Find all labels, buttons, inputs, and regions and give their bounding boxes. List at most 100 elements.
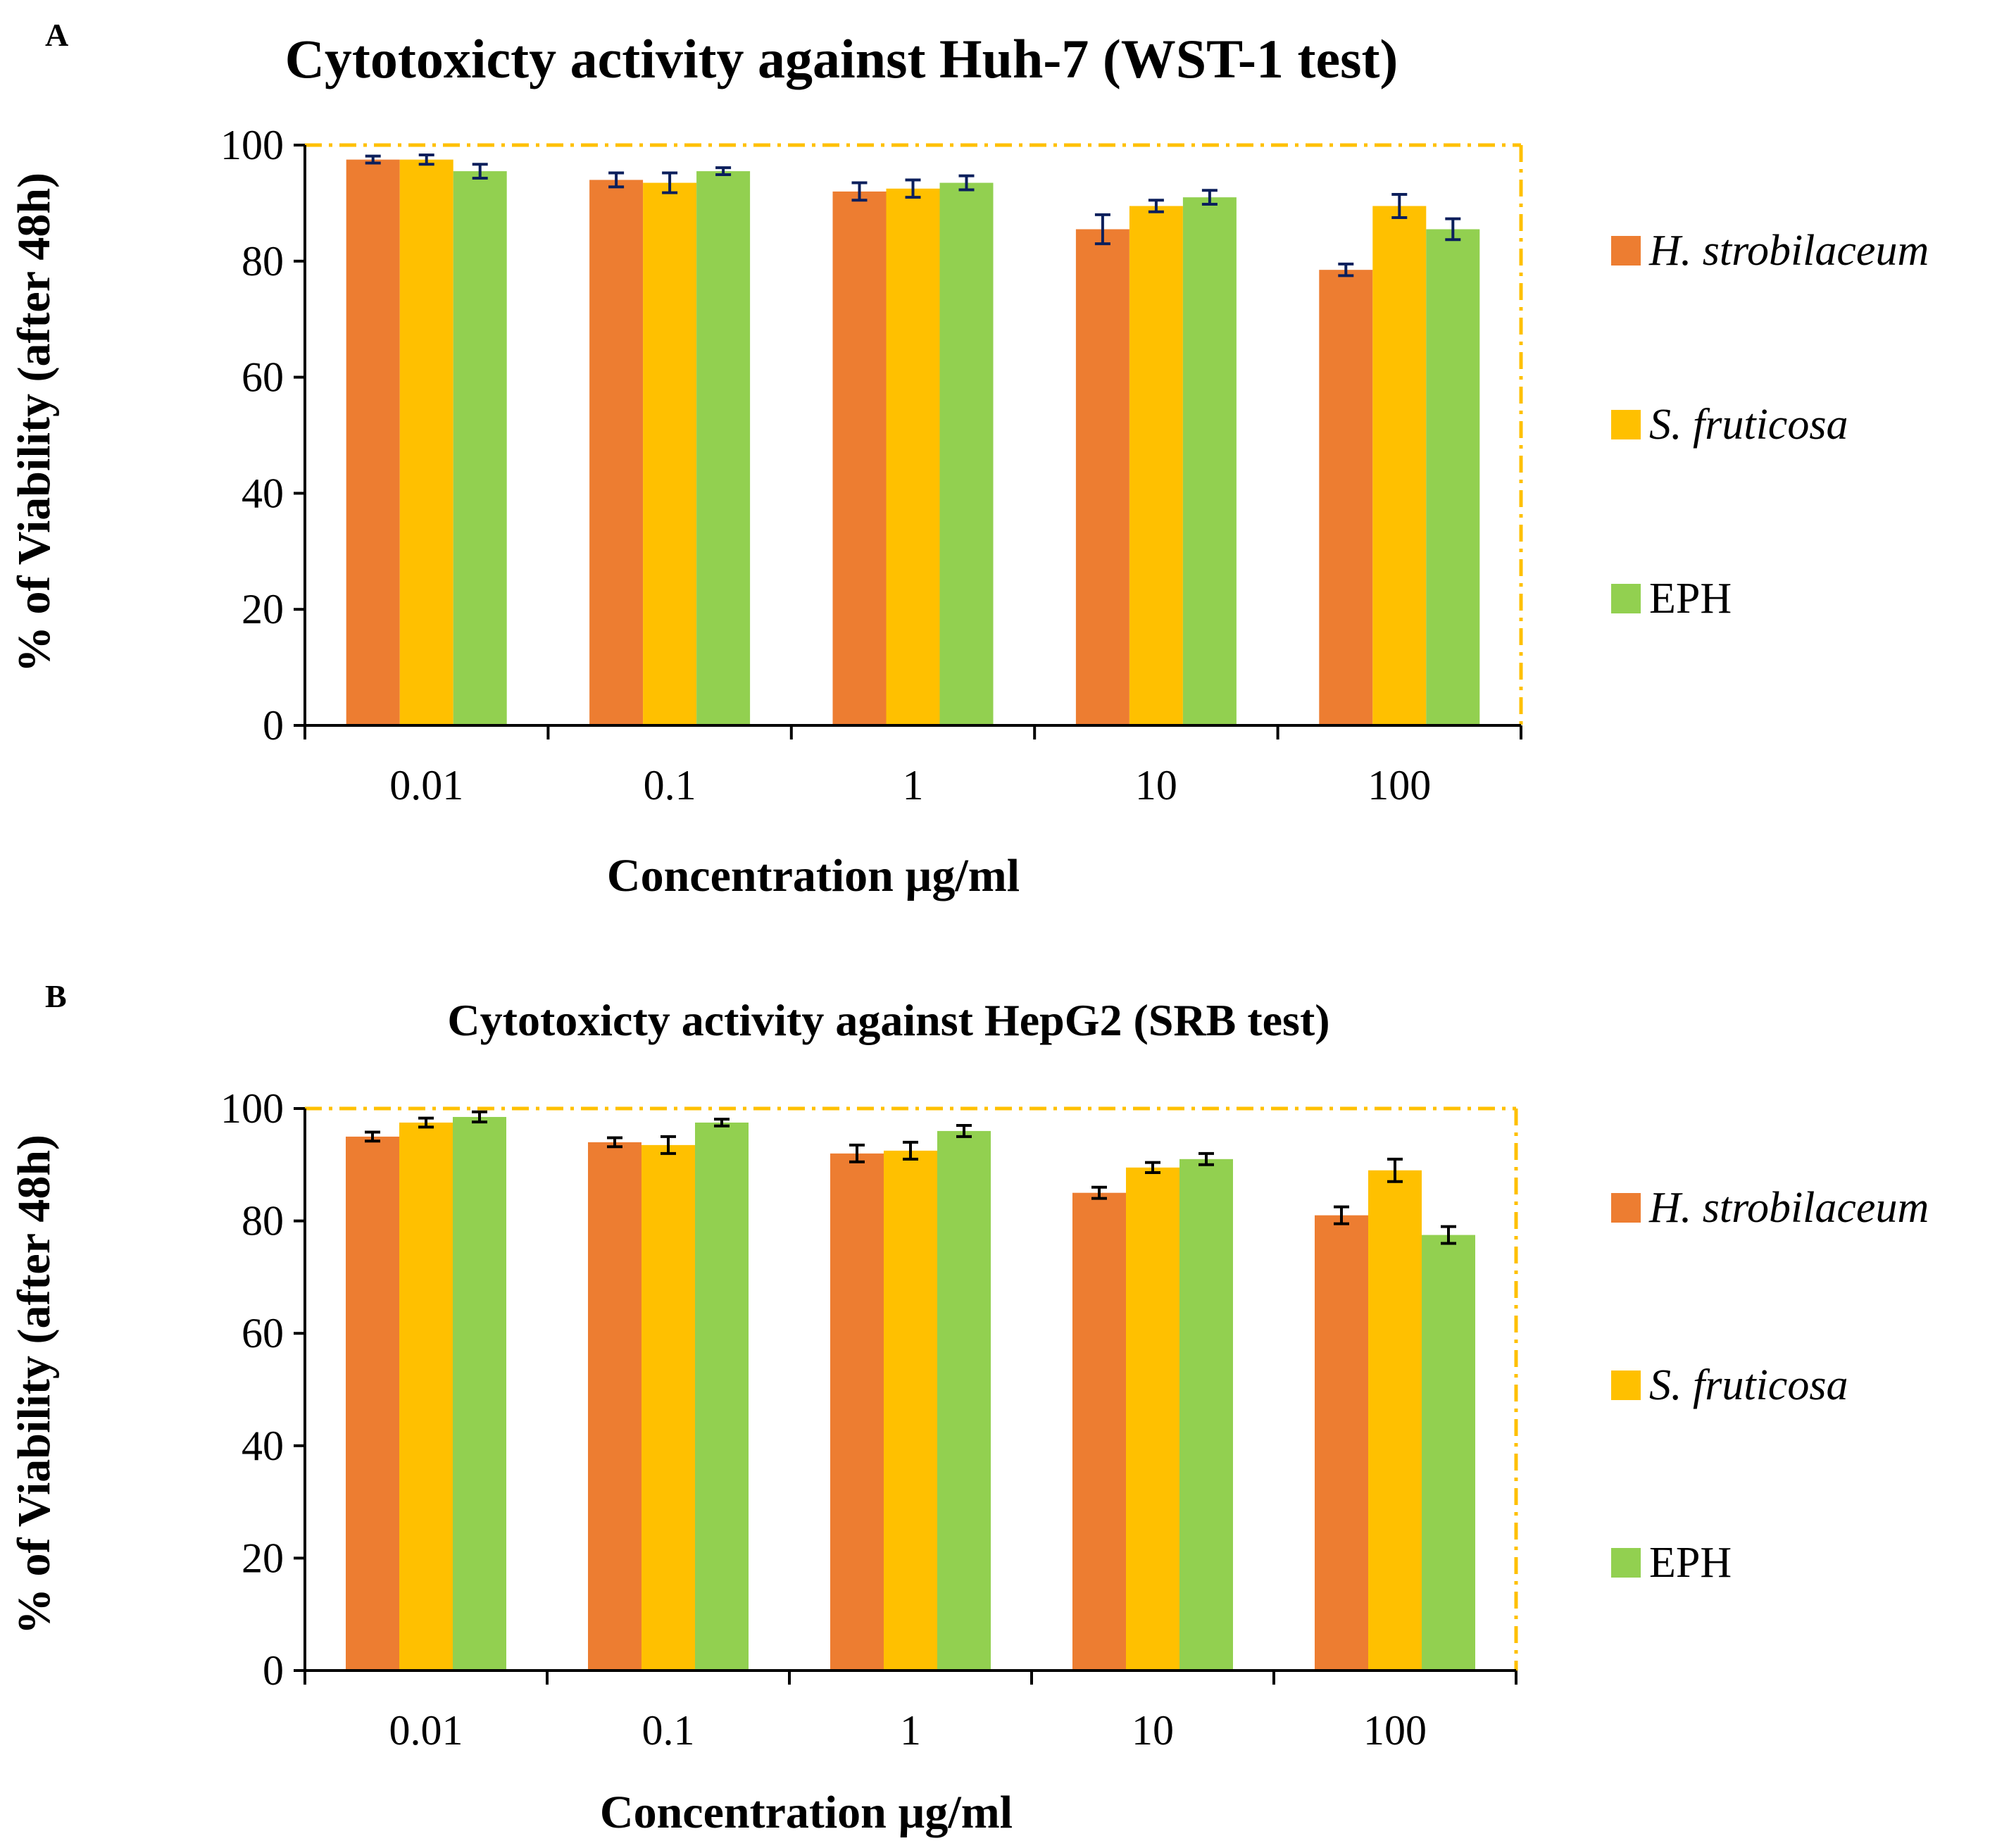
bar-h-strobilaceum-10 <box>1075 229 1129 726</box>
errorbar-h-strobilaceum-0-1 <box>607 1136 622 1149</box>
x-axis-label: Concentration µg/ml <box>600 1787 1013 1838</box>
legend-label-h-strobilaceum: H. strobilaceum <box>1648 1184 1929 1232</box>
bar-eph-0-1 <box>696 171 751 725</box>
legend-label-s-fruticosa: S. fruticosa <box>1649 401 1848 449</box>
errorbar-h-strobilaceum-1 <box>851 181 868 202</box>
y-tick-label: 40 <box>242 1423 284 1469</box>
panel-a: A Cytotoxicty activity against Huh-7 (WS… <box>8 17 1929 901</box>
legend-swatch-s-fruticosa <box>1611 1371 1641 1400</box>
x-tick-label: 0.1 <box>644 762 696 808</box>
bar-eph-10 <box>1182 197 1237 725</box>
legend-label-h-strobilaceum: H. strobilaceum <box>1648 227 1929 275</box>
bar-h-strobilaceum-0-1 <box>588 1142 641 1671</box>
bar-s-fruticosa-1 <box>886 188 940 725</box>
x-tick-label: 100 <box>1368 762 1431 808</box>
bar-s-fruticosa-0-1 <box>643 182 697 725</box>
errorbar-eph-10 <box>1201 189 1218 206</box>
legend-swatch-eph <box>1611 584 1641 613</box>
errorbar-eph-0-1 <box>715 166 732 177</box>
bar-h-strobilaceum-1 <box>832 191 887 725</box>
x-tick-label: 0.01 <box>389 1707 463 1754</box>
bar-eph-100 <box>1422 1235 1475 1671</box>
bar-s-fruticosa-0-01 <box>399 1122 453 1671</box>
bar-s-fruticosa-100 <box>1372 206 1427 725</box>
x-tick-label: 100 <box>1363 1707 1427 1754</box>
bar-s-fruticosa-1 <box>884 1150 937 1671</box>
errorbar-eph-1 <box>956 1123 972 1138</box>
plot-area: 0.01 0.1 1 10 100 0 20 40 60 80 100 <box>220 122 1523 808</box>
panel-b: B Cytotoxicty activity against HepG2 (SR… <box>8 978 1929 1838</box>
bar-h-strobilaceum-100 <box>1315 1215 1368 1671</box>
y-tick-label: 80 <box>242 1198 284 1244</box>
bar-h-strobilaceum-10 <box>1072 1192 1126 1671</box>
errorbar-h-strobilaceum-0-01 <box>365 1130 380 1143</box>
x-tick-label: 0.01 <box>389 762 463 808</box>
errorbar-eph-0-01 <box>472 1110 487 1124</box>
bar-s-fruticosa-10 <box>1126 1167 1179 1671</box>
legend-label-s-fruticosa: S. fruticosa <box>1649 1361 1848 1409</box>
errorbar-s-fruticosa-0-1 <box>661 1135 676 1155</box>
errorbar-eph-10 <box>1198 1151 1214 1166</box>
bar-eph-0-01 <box>453 171 507 725</box>
bar-s-fruticosa-0-1 <box>641 1144 695 1671</box>
bar-s-fruticosa-100 <box>1368 1170 1422 1671</box>
errorbar-h-strobilaceum-100 <box>1334 1205 1349 1225</box>
bar-eph-1 <box>939 182 994 725</box>
errorbar-h-strobilaceum-0-01 <box>365 154 381 165</box>
x-tick-label: 10 <box>1132 1707 1174 1754</box>
legend-swatch-eph <box>1611 1548 1641 1578</box>
y-tick-label: 0 <box>263 702 284 749</box>
legend-swatch-s-fruticosa <box>1611 410 1641 439</box>
panel-letter: B <box>45 978 67 1014</box>
legend-label-eph: EPH <box>1649 575 1732 623</box>
errorbar-h-strobilaceum-100 <box>1338 262 1354 277</box>
bar-h-strobilaceum-0-01 <box>346 159 400 726</box>
panel-letter: A <box>45 17 68 53</box>
errorbar-eph-100 <box>1441 1225 1456 1245</box>
errorbar-s-fruticosa-0-01 <box>418 1116 434 1129</box>
legend-swatch-h-strobilaceum <box>1611 1193 1641 1223</box>
bar-eph-0-1 <box>695 1122 749 1671</box>
errorbar-h-strobilaceum-10 <box>1091 1185 1107 1200</box>
errorbar-eph-100 <box>1445 217 1461 242</box>
y-tick-label: 80 <box>242 238 284 285</box>
y-tick-label: 60 <box>242 354 284 401</box>
legend-swatch-h-strobilaceum <box>1611 236 1641 266</box>
y-tick-label: 100 <box>220 1085 284 1132</box>
x-tick-label: 1 <box>903 762 924 808</box>
y-tick-label: 0 <box>263 1647 284 1694</box>
chart-title: Cytotoxicty activity against Huh-7 (WST-… <box>285 28 1398 89</box>
bar-eph-1 <box>937 1130 991 1671</box>
bar-h-strobilaceum-1 <box>830 1153 884 1671</box>
plot-area: 0.01 0.1 1 10 100 0 20 40 60 80 100 <box>220 1085 1518 1754</box>
errorbar-s-fruticosa-1 <box>905 178 921 199</box>
y-axis-label: % of Viability (after 48h) <box>8 173 60 673</box>
bar-h-strobilaceum-0-01 <box>346 1136 399 1671</box>
y-tick-label: 100 <box>220 122 284 168</box>
bar-s-fruticosa-0-01 <box>399 159 453 726</box>
errorbar-s-fruticosa-0-01 <box>418 154 434 166</box>
errorbar-eph-1 <box>958 174 975 192</box>
bar-eph-100 <box>1426 229 1480 726</box>
errorbar-s-fruticosa-1 <box>903 1140 918 1161</box>
y-tick-label: 60 <box>242 1310 284 1356</box>
y-tick-label: 20 <box>242 1535 284 1581</box>
errorbar-eph-0-01 <box>472 163 488 180</box>
errorbar-s-fruticosa-0-1 <box>662 171 678 194</box>
y-tick-label: 20 <box>242 586 284 632</box>
bar-h-strobilaceum-0-1 <box>589 180 644 725</box>
bar-eph-0-01 <box>453 1116 506 1671</box>
y-tick-label: 40 <box>242 470 284 516</box>
errorbar-s-fruticosa-10 <box>1145 1161 1160 1174</box>
bar-s-fruticosa-10 <box>1129 206 1183 725</box>
errorbar-h-strobilaceum-10 <box>1094 213 1110 246</box>
chart-title: Cytotoxicty activity against HepG2 (SRB … <box>447 995 1329 1045</box>
errorbar-s-fruticosa-10 <box>1148 199 1164 213</box>
bar-h-strobilaceum-100 <box>1319 270 1373 725</box>
x-tick-label: 10 <box>1135 762 1177 808</box>
errorbar-h-strobilaceum-1 <box>849 1143 865 1163</box>
y-axis-label: % of Viability (after 48h) <box>8 1135 60 1635</box>
bar-eph-10 <box>1179 1159 1233 1671</box>
errorbar-s-fruticosa-100 <box>1387 1157 1403 1183</box>
